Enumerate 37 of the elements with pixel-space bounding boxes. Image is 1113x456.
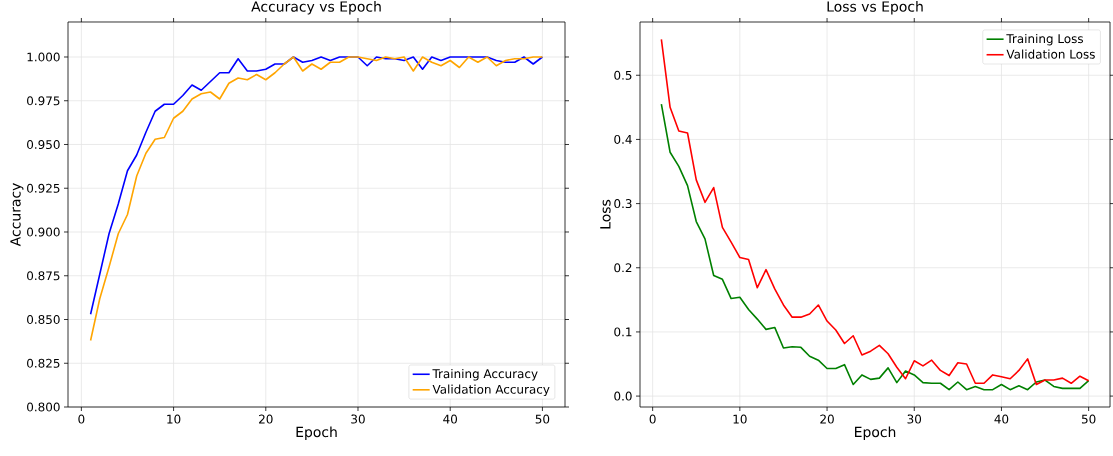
y-tick-label: 0.875 (27, 271, 60, 281)
x-tick-label: 20 (820, 414, 834, 424)
y-tick-label: 0.850 (27, 314, 60, 325)
x-axis-title: Epoch (855, 426, 896, 440)
x-axis-title: Epoch (296, 426, 337, 440)
y-axis-title: Loss (600, 199, 611, 229)
legend-label: Training Loss (1006, 33, 1084, 46)
legend-label: Validation Accuracy (432, 384, 550, 397)
x-tick-label: 50 (535, 414, 550, 424)
legend-label: Validation Loss (1006, 49, 1095, 59)
y-tick-label: 0.925 (27, 183, 60, 193)
y-tick-label: 0.975 (27, 96, 60, 106)
y-tick-label: 0.800 (27, 402, 60, 412)
x-tick-label: 0 (649, 414, 656, 424)
x-tick-label: 30 (351, 414, 365, 424)
y-tick-label: 0.5 (614, 70, 632, 80)
x-tick-label: 20 (259, 414, 273, 424)
chart-title: Accuracy vs Epoch (251, 1, 381, 15)
y-tick-label: 0.4 (614, 134, 632, 144)
x-tick-label: 40 (443, 414, 458, 424)
legend-label: Training Accuracy (432, 368, 538, 381)
x-tick-label: 40 (994, 414, 1009, 424)
x-tick-label: 10 (733, 414, 747, 424)
y-tick-label: 0.3 (614, 199, 632, 209)
y-tick-label: 0.950 (27, 139, 60, 150)
x-tick-label: 0 (78, 414, 85, 424)
y-tick-label: 0.900 (27, 227, 60, 237)
y-tick-label: 0.0 (614, 391, 632, 401)
y-tick-label: 1.000 (27, 52, 60, 62)
x-tick-label: 50 (1081, 414, 1096, 424)
chart-title: Loss vs Epoch (827, 1, 923, 15)
y-axis-title: Accuracy (10, 183, 24, 247)
x-tick-label: 10 (167, 414, 181, 424)
y-tick-label: 0.825 (27, 358, 60, 368)
x-tick-label: 30 (907, 414, 922, 424)
y-tick-label: 0.1 (614, 327, 632, 337)
y-tick-label: 0.2 (614, 263, 632, 273)
